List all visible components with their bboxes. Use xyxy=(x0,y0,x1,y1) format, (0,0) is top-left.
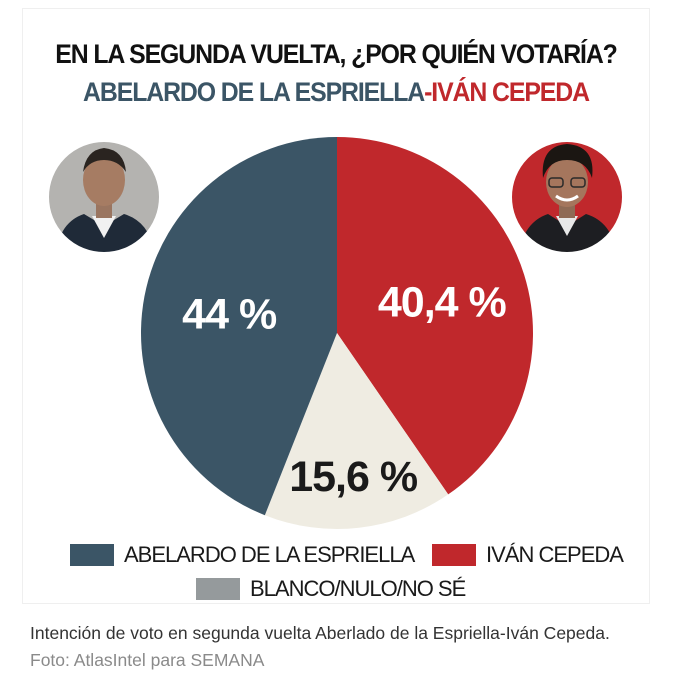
pie-slice-cepeda xyxy=(337,137,533,495)
legend-swatch-cepeda xyxy=(432,544,476,566)
legend-item-cepeda: IVÁN CEPEDA xyxy=(432,542,624,568)
caption-credit: Foto: AtlasIntel para SEMANA xyxy=(30,650,265,670)
legend-swatch-espriella xyxy=(70,544,114,566)
portrait-espriella xyxy=(48,141,160,253)
pie-slices xyxy=(141,137,533,529)
caption: Intención de voto en segunda vuelta Aber… xyxy=(30,620,650,674)
chart-subtitle: ABELARDO DE LA ESPRIELLA-IVÁN CEPEDA xyxy=(48,77,624,108)
pie-slice-blanco xyxy=(264,333,449,529)
caption-text: Intención de voto en segunda vuelta Aber… xyxy=(30,623,610,643)
portrait-cepeda xyxy=(511,141,623,253)
subtitle-separator: - xyxy=(424,77,432,107)
pie-label-cepeda: 40,4 % xyxy=(378,278,507,326)
legend-item-blanco: BLANCO/NULO/NO SÉ xyxy=(196,576,466,602)
legend-label-cepeda: IVÁN CEPEDA xyxy=(486,542,624,567)
subtitle-cepeda: IVÁN CEPEDA xyxy=(431,77,590,107)
pie-labels: 44 % 40,4 % 15,6 % xyxy=(182,278,507,501)
legend-label-blanco: BLANCO/NULO/NO SÉ xyxy=(250,576,466,601)
legend-swatch-blanco xyxy=(196,578,240,600)
pie-label-espriella: 44 % xyxy=(182,290,277,338)
chart-title: EN LA SEGUNDA VUELTA, ¿POR QUIÉN VOTARÍA… xyxy=(55,39,618,69)
pie-label-blanco: 15,6 % xyxy=(289,453,418,501)
legend-item-espriella: ABELARDO DE LA ESPRIELLA xyxy=(70,542,415,568)
pie-slice-espriella xyxy=(141,137,337,516)
legend-label-espriella: ABELARDO DE LA ESPRIELLA xyxy=(124,542,415,567)
subtitle-espriella: ABELARDO DE LA ESPRIELLA xyxy=(83,77,425,107)
